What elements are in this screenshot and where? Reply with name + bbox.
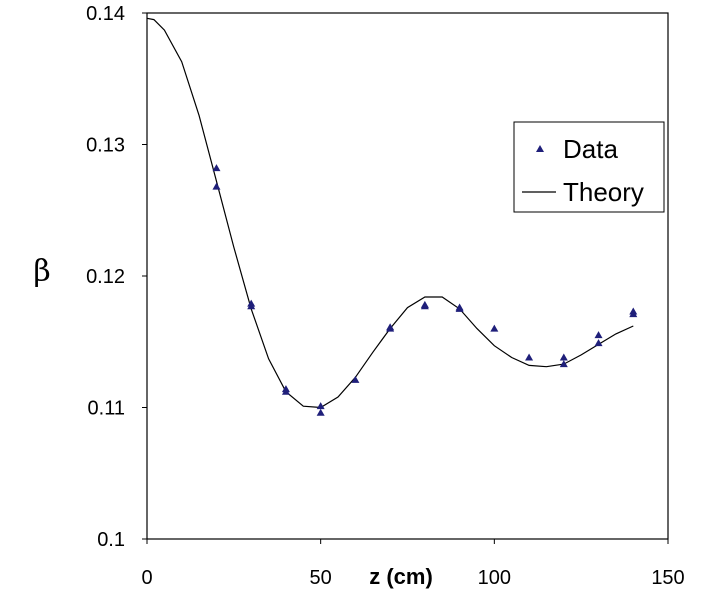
legend-theory-label: Theory (563, 177, 644, 207)
data-point (525, 353, 534, 361)
legend-box (513, 121, 665, 213)
x-tick-label: 50 (310, 567, 332, 589)
data-point (212, 182, 221, 190)
legend-data-marker (536, 145, 544, 152)
data-point (559, 360, 568, 368)
data-point (212, 164, 221, 172)
y-tick-label: 0.11 (88, 398, 125, 420)
y-tick-label: 0.12 (86, 266, 125, 288)
data-point (247, 302, 256, 310)
x-axis-label: z (cm) (369, 564, 433, 589)
data-point (420, 300, 429, 308)
x-tick-label: 150 (651, 567, 684, 589)
data-point (594, 339, 603, 347)
y-tick-label: 0.13 (86, 135, 125, 157)
data-point (351, 375, 360, 383)
y-tick-label: 0.14 (86, 3, 125, 25)
plot-area (146, 12, 669, 540)
data-point (281, 387, 290, 395)
x-tick-label: 0 (141, 567, 152, 589)
y-tick-label: 0.1 (97, 529, 125, 551)
data-point (594, 331, 603, 339)
legend-data-label: Data (563, 134, 618, 164)
x-tick-label: 100 (478, 567, 511, 589)
theory-line (146, 17, 634, 409)
data-point (559, 353, 568, 361)
data-point (316, 408, 325, 416)
data-point (629, 307, 638, 315)
data-point (455, 303, 464, 311)
legend: Data Theory (513, 121, 665, 213)
y-axis-label: β (33, 254, 50, 289)
data-point (386, 323, 395, 331)
data-point (490, 324, 499, 332)
data-point (316, 402, 325, 410)
